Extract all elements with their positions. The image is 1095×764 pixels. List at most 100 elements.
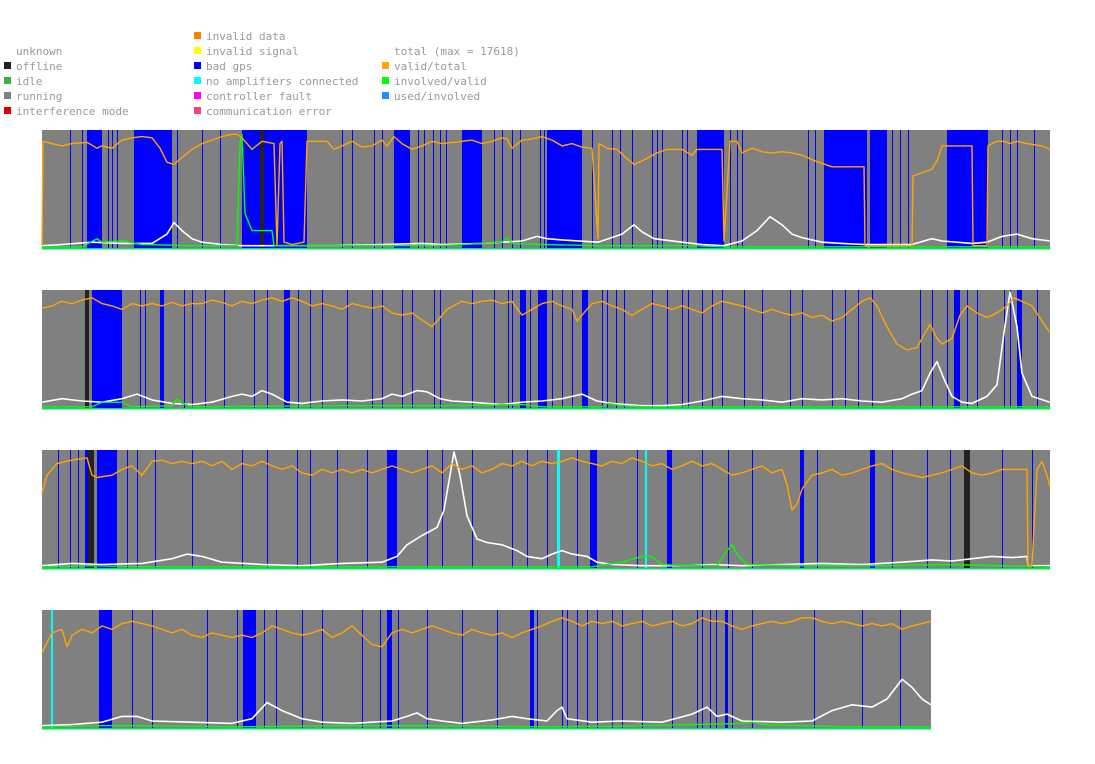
status-band — [725, 610, 728, 729]
bad-gps-line — [202, 130, 203, 249]
status-band — [243, 610, 256, 729]
bad-gps-line — [177, 130, 178, 249]
bad-gps-line — [352, 130, 353, 249]
strip-1 — [41, 130, 1051, 250]
bad-gps-line — [184, 290, 185, 409]
bad-gps-line — [494, 290, 495, 409]
strip-3 — [41, 450, 1051, 570]
bad-gps-line — [1002, 130, 1003, 249]
bad-gps-line — [632, 130, 633, 249]
bad-gps-line — [662, 130, 663, 249]
legend-swatch — [4, 92, 11, 99]
legend: unknown offline idle running interference mo… — [0, 0, 1095, 125]
valid-total-line — [41, 133, 1051, 247]
bad-gps-line — [520, 130, 521, 249]
bad-gps-line — [155, 450, 156, 569]
legend-swatch — [382, 62, 389, 69]
bad-gps-line — [117, 290, 118, 409]
status-band — [520, 290, 526, 409]
bad-gps-line — [70, 450, 71, 569]
bad-gps-line — [642, 610, 643, 729]
legend-item: unknown — [4, 45, 62, 58]
legend-label: offline — [16, 60, 63, 73]
legend-label: controller fault — [206, 90, 312, 103]
status-band — [387, 610, 392, 729]
legend-item: offline — [4, 60, 62, 73]
status-band — [51, 610, 53, 729]
bad-gps-line — [347, 290, 348, 409]
status-band — [590, 450, 597, 569]
status-band — [134, 130, 172, 249]
bad-gps-line — [920, 290, 921, 409]
bad-gps-line — [732, 610, 733, 729]
legend-swatch — [194, 77, 201, 84]
bad-gps-line — [94, 130, 95, 249]
bad-gps-line — [1010, 290, 1011, 409]
status-band — [557, 450, 560, 569]
legend-swatch — [194, 32, 201, 39]
bad-gps-line — [322, 610, 323, 729]
bad-gps-line — [624, 290, 625, 409]
legend-swatch — [194, 92, 201, 99]
bad-gps-line — [728, 450, 729, 569]
legend-item: total (max = 17618) — [382, 45, 520, 58]
legend-label: running — [16, 90, 63, 103]
bad-gps-line — [310, 290, 311, 409]
legend-item: no amplifiers connected — [194, 75, 358, 88]
legend-swatch — [194, 107, 201, 114]
bad-gps-line — [616, 290, 617, 409]
bad-gps-line — [342, 130, 343, 249]
bad-gps-line — [950, 450, 951, 569]
bad-gps-line — [577, 610, 578, 729]
bad-gps-line — [716, 610, 717, 729]
bad-gps-line — [402, 290, 403, 409]
bad-gps-line — [687, 130, 688, 249]
bad-gps-line — [577, 450, 578, 569]
bad-gps-line — [220, 130, 221, 249]
legend-item: controller fault — [194, 90, 312, 103]
legend-item: idle — [4, 75, 43, 88]
bad-gps-line — [547, 450, 548, 569]
bad-gps-line — [817, 450, 818, 569]
bad-gps-line — [497, 610, 498, 729]
bad-gps-line — [900, 130, 901, 249]
bad-gps-line — [667, 290, 668, 409]
bad-gps-line — [587, 610, 588, 729]
bad-gps-line — [908, 130, 909, 249]
bad-gps-line — [858, 290, 859, 409]
total-line — [41, 451, 1050, 567]
bad-gps-line — [762, 290, 763, 409]
legend-swatch — [4, 77, 11, 84]
bad-gps-line — [412, 290, 413, 409]
bad-gps-line — [737, 130, 738, 249]
bad-gps-line — [977, 290, 978, 409]
bad-gps-line — [145, 290, 146, 409]
legend-label: bad gps — [206, 60, 253, 73]
bad-gps-line — [310, 450, 311, 569]
bad-gps-line — [418, 130, 419, 249]
bad-gps-line — [537, 610, 538, 729]
bad-gps-line — [702, 450, 703, 569]
bad-gps-line — [947, 290, 948, 409]
baseline — [42, 248, 1050, 250]
status-band — [538, 290, 547, 409]
bad-gps-line — [137, 450, 138, 569]
bad-gps-line — [207, 610, 208, 729]
bad-gps-line — [512, 290, 513, 409]
legend-label: used/involved — [394, 90, 481, 103]
baseline — [42, 728, 931, 730]
legend-label: valid/total — [394, 60, 467, 73]
bad-gps-line — [427, 610, 428, 729]
bad-gps-line — [620, 130, 621, 249]
status-band — [667, 450, 672, 569]
status-band — [260, 130, 264, 249]
involved-valid-line — [41, 544, 1051, 568]
bad-gps-line — [622, 610, 623, 729]
bad-gps-line — [1010, 130, 1011, 249]
bad-gps-line — [442, 450, 443, 569]
bad-gps-line — [446, 130, 447, 249]
status-band — [277, 130, 304, 249]
bad-gps-line — [814, 610, 815, 729]
bad-gps-line — [702, 290, 703, 409]
legend-label: invalid signal — [206, 45, 299, 58]
